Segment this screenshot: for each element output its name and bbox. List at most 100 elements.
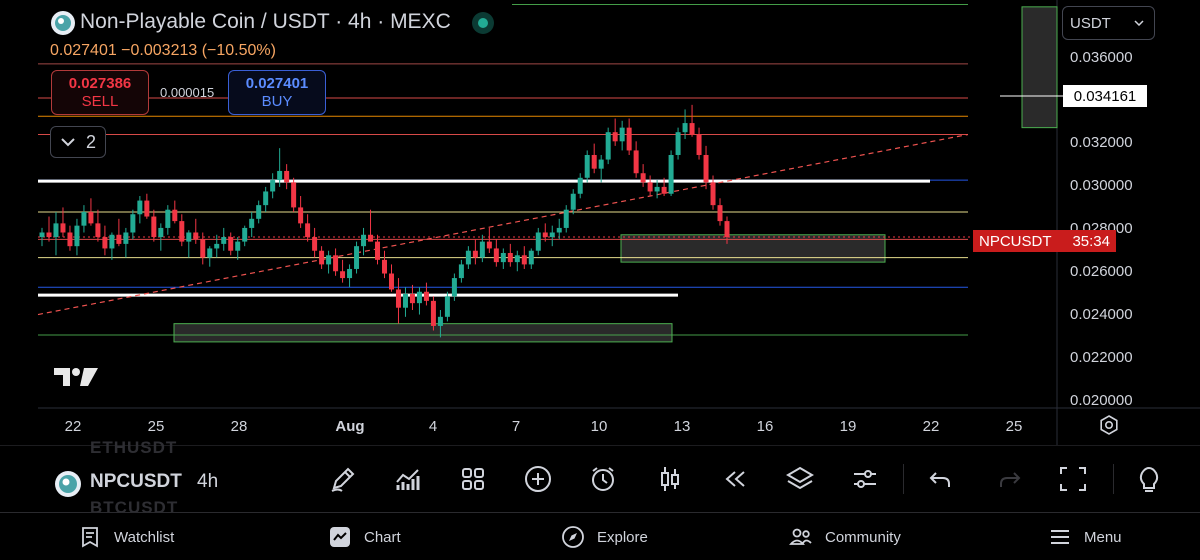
candle-body (144, 200, 150, 217)
undo-icon[interactable] (926, 464, 956, 494)
candle-body (172, 209, 178, 222)
symbol-search-button[interactable]: NPCUSDT (90, 471, 182, 492)
time-axis-tick: Aug (335, 418, 364, 435)
price-chart[interactable]: 0.0360000.0320000.0300000.0280000.026000… (0, 0, 1200, 445)
price-axis-tick: 0.030000 (1070, 177, 1133, 194)
time-axis-tick: 25 (1006, 418, 1023, 435)
candle-body (479, 241, 485, 258)
community-people-icon (789, 528, 812, 545)
candle-body (165, 209, 171, 228)
candle-body (53, 223, 59, 238)
candle-body (717, 205, 723, 222)
candle-body (361, 234, 367, 247)
zone-box (1021, 6, 1058, 129)
nav-explore-label: Explore (597, 528, 648, 546)
menu-hamburger-icon (1051, 530, 1069, 544)
candle-body (179, 221, 185, 242)
tradingview-logo-icon[interactable] (54, 366, 98, 388)
price-change: 0.027401 −0.003213 (−10.50%) (50, 42, 276, 59)
chart-title[interactable]: Non-Playable Coin / USDT · 4h · MEXC (80, 10, 451, 33)
watchlist-ghost-top: ETHUSDT (90, 438, 178, 457)
time-axis-tick: 22 (923, 418, 940, 435)
candle-body (74, 225, 80, 247)
candle-body (689, 123, 695, 135)
candle-body (661, 186, 667, 194)
indicators-count: 2 (85, 131, 96, 152)
lightbulb-icon[interactable] (1134, 464, 1164, 494)
candle-body (591, 154, 597, 169)
candle-body (137, 200, 143, 215)
chart-settings-icon[interactable] (1098, 414, 1120, 436)
candle-body (186, 232, 192, 242)
chevron-down-icon (1134, 20, 1144, 26)
candle-body (437, 316, 443, 326)
nav-community[interactable]: Community (789, 513, 901, 560)
candle-body (102, 237, 108, 249)
candle-body (465, 250, 471, 265)
candle-body (507, 253, 513, 263)
candle-body (207, 248, 213, 258)
price-axis-tick: 0.036000 (1070, 49, 1133, 66)
indicators-icon[interactable] (393, 464, 423, 494)
candle-body (326, 255, 332, 265)
price-axis-tick: 0.020000 (1070, 392, 1133, 409)
candle-type-icon[interactable] (655, 464, 685, 494)
currency-value: USDT (1070, 14, 1111, 32)
candle-body (382, 259, 387, 274)
candle-body (291, 182, 297, 208)
time-axis-tick: 16 (757, 418, 774, 435)
sell-button[interactable]: 0.027386 SELL (51, 70, 149, 115)
layers-icon[interactable] (785, 464, 815, 494)
toolbar-divider (1113, 464, 1114, 494)
candle-body (277, 170, 283, 181)
time-axis-tick: 28 (231, 418, 248, 435)
candle-body (584, 154, 590, 178)
nav-chart-label: Chart (364, 528, 401, 546)
candle-body (542, 232, 548, 238)
time-axis-tick: 13 (674, 418, 691, 435)
settings-sliders-icon[interactable] (850, 464, 880, 494)
time-axis-tick: 22 (65, 418, 82, 435)
indicators-toggle-button[interactable]: 2 (50, 126, 106, 158)
buy-button[interactable]: 0.027401 BUY (228, 70, 326, 115)
add-plus-icon[interactable] (523, 464, 553, 494)
nav-chart[interactable]: Chart (328, 513, 401, 560)
alarm-clock-icon[interactable] (588, 464, 618, 494)
candle-body (528, 250, 534, 265)
spread-value: 0.000015 (160, 85, 215, 100)
candle-body (521, 255, 527, 265)
candle-body (158, 227, 164, 238)
time-axis-tick: 7 (512, 418, 520, 435)
candle-body (577, 177, 583, 194)
nav-community-label: Community (825, 528, 901, 546)
nav-explore[interactable]: Explore (561, 513, 648, 560)
candle-body (535, 232, 541, 251)
candle-body (444, 296, 450, 317)
candle-body (81, 211, 87, 226)
fullscreen-icon[interactable] (1058, 464, 1088, 494)
candle-body (451, 278, 457, 297)
drawing-pen-icon[interactable] (328, 464, 358, 494)
time-axis-tick: 4 (429, 418, 437, 435)
interval-button[interactable]: 4h (197, 471, 219, 492)
candle-body (270, 180, 276, 192)
market-open-indicator (472, 12, 494, 34)
candle-body (458, 264, 464, 279)
candle-body (675, 132, 681, 155)
currency-select[interactable]: USDT (1062, 6, 1155, 40)
zone-box (173, 323, 673, 343)
candle-body (67, 232, 73, 247)
replay-rewind-icon[interactable] (720, 464, 750, 494)
chart-area[interactable]: 0.036000 0.032000 0.030000 0.028000 0.026000… (0, 0, 1200, 445)
chart-toolbar: ETHUSDT BTCUSDT NPCUSDT 4h (0, 438, 1200, 517)
layout-grid-icon[interactable] (458, 464, 488, 494)
time-axis-tick: 10 (591, 418, 608, 435)
nav-watchlist[interactable]: Watchlist (78, 513, 174, 560)
candle-body (151, 216, 157, 238)
time-axis-tick: 25 (148, 418, 165, 435)
candle-body (200, 239, 206, 258)
candle-body (368, 234, 374, 242)
nav-menu[interactable]: Menu (1048, 513, 1122, 560)
redo-icon[interactable] (994, 464, 1024, 494)
candle-body (710, 182, 716, 206)
